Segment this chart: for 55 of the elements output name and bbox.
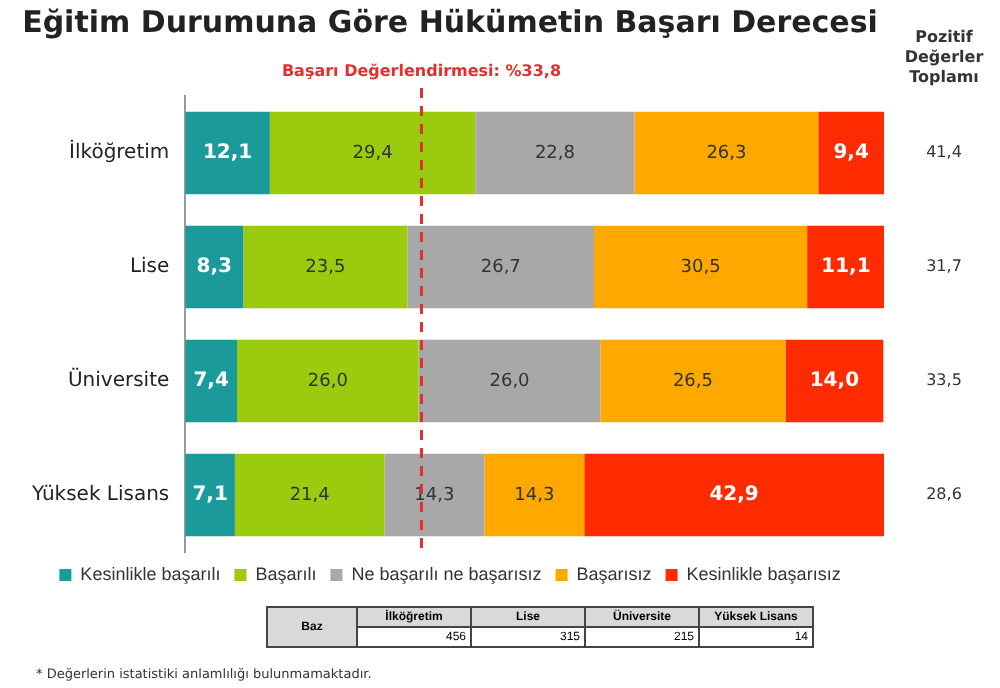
data-label: 26,0 (307, 371, 349, 392)
data-label: 14,3 (514, 485, 555, 506)
text: 33,5 (926, 371, 962, 390)
bar (484, 453, 585, 537)
data-label: 21,4 (289, 485, 331, 506)
bar (475, 111, 635, 195)
y-tick-label: Yüksek Lisans (29, 484, 170, 507)
bar (185, 453, 235, 537)
legend-label: Başarısız (576, 563, 653, 584)
bar (600, 339, 786, 423)
bar (185, 111, 270, 195)
bar (185, 339, 238, 423)
data-label: 26,0 (489, 371, 531, 392)
data-label: 30,5 (680, 257, 721, 278)
legend-label: Ne başarılı ne başarısız (351, 563, 543, 584)
bar (384, 453, 485, 537)
data-label: 26,7 (480, 257, 521, 278)
text: 31,7 (926, 257, 962, 276)
bar (634, 111, 819, 195)
bar (785, 339, 884, 423)
ref-line-label: Başarı Değerlendirmesi: %33,8 (281, 62, 562, 81)
bar (407, 225, 595, 309)
chart-title: Eğitim Durumuna Göre Hükümetin Başarı Derecesi (20, 4, 880, 40)
bar (807, 225, 884, 309)
bar (594, 225, 808, 309)
data-label: 23,5 (305, 257, 346, 278)
data-label: 42,9 (709, 484, 759, 507)
data-label: 26,5 (672, 371, 713, 392)
bar (234, 453, 385, 537)
data-label: 14,0 (809, 370, 860, 393)
data-label: 7,4 (193, 370, 229, 393)
data-label: 29,4 (352, 143, 394, 164)
legend-label: Kesinlikle başarısız (686, 563, 842, 584)
bar (418, 339, 601, 423)
data-label: 26,3 (706, 143, 747, 164)
bar (185, 225, 244, 309)
text: Pozitif Değerler Toplamı (902, 28, 986, 88)
data-label: 12,1 (202, 142, 253, 165)
y-tick-label: İlköğretim (69, 138, 170, 165)
y-tick-label: Üniversite (67, 366, 170, 393)
text: 41,4 (926, 143, 962, 162)
bar (584, 453, 884, 537)
legend-label: Başarılı (255, 563, 317, 584)
bar (269, 111, 476, 195)
bar (237, 339, 419, 423)
bar (818, 111, 884, 195)
legend-label: Kesinlikle başarılı (80, 563, 221, 584)
data-label: 11,1 (821, 256, 871, 279)
text: 28,6 (926, 485, 962, 504)
bar (243, 225, 408, 309)
data-label: 8,3 (196, 256, 233, 279)
data-label: 7,1 (192, 484, 228, 507)
data-label: 22,8 (534, 143, 576, 164)
y-tick-label: Lise (129, 256, 170, 279)
data-label: 9,4 (833, 142, 869, 165)
